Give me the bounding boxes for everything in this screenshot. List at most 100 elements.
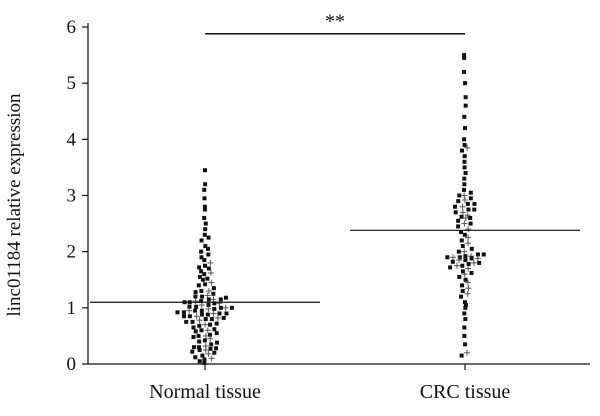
data-point bbox=[464, 290, 471, 297]
data-point bbox=[202, 215, 207, 220]
data-point bbox=[461, 196, 468, 203]
data-point bbox=[218, 305, 223, 310]
data-point bbox=[208, 332, 213, 337]
data-point bbox=[459, 353, 464, 358]
data-point bbox=[460, 269, 465, 274]
data-point bbox=[217, 311, 222, 316]
data-point bbox=[200, 277, 205, 282]
data-point bbox=[205, 287, 212, 294]
data-point bbox=[456, 224, 461, 229]
data-point bbox=[214, 346, 219, 351]
data-point bbox=[209, 342, 214, 347]
y-tick-label: 5 bbox=[67, 73, 77, 94]
data-point bbox=[462, 126, 467, 131]
data-point bbox=[463, 95, 468, 100]
data-point bbox=[199, 269, 204, 274]
data-point bbox=[205, 246, 210, 251]
data-points bbox=[175, 53, 486, 365]
data-point bbox=[205, 305, 212, 312]
data-point bbox=[445, 255, 450, 260]
data-point bbox=[462, 53, 467, 58]
data-point bbox=[206, 266, 211, 271]
data-point bbox=[461, 220, 468, 227]
data-point bbox=[205, 350, 212, 357]
data-point bbox=[462, 300, 467, 305]
data-point bbox=[202, 258, 207, 263]
data-point bbox=[462, 55, 467, 60]
data-point bbox=[223, 295, 228, 300]
data-point bbox=[206, 297, 211, 302]
axes: 0 1 2 3 4 5 6 Normal tissue CRC tissue bbox=[67, 17, 590, 403]
data-point bbox=[462, 311, 467, 316]
data-point bbox=[197, 347, 202, 352]
data-point bbox=[202, 232, 207, 237]
data-point bbox=[462, 333, 467, 338]
data-point bbox=[459, 294, 464, 299]
data-point bbox=[202, 168, 207, 173]
y-tick-label: 1 bbox=[67, 298, 77, 319]
data-point bbox=[457, 255, 462, 260]
data-point bbox=[184, 319, 189, 324]
data-point bbox=[196, 345, 201, 350]
data-point bbox=[202, 346, 209, 353]
data-point bbox=[206, 235, 211, 240]
data-point bbox=[197, 274, 202, 279]
data-point bbox=[194, 304, 199, 309]
data-point bbox=[463, 103, 468, 108]
data-point bbox=[461, 192, 468, 199]
data-point bbox=[214, 331, 219, 336]
data-point bbox=[206, 252, 211, 257]
data-point bbox=[199, 299, 204, 304]
data-point bbox=[463, 277, 468, 282]
data-point bbox=[190, 319, 195, 324]
data-point bbox=[197, 323, 202, 328]
data-point bbox=[186, 307, 193, 314]
data-point bbox=[202, 204, 207, 209]
y-tick-label: 0 bbox=[67, 354, 77, 375]
data-point bbox=[181, 314, 186, 319]
data-point bbox=[463, 342, 468, 347]
data-point bbox=[468, 196, 473, 201]
data-point bbox=[199, 255, 204, 260]
data-point bbox=[453, 204, 458, 209]
y-tick-label: 4 bbox=[67, 129, 77, 150]
data-point bbox=[193, 313, 200, 320]
data-point bbox=[459, 203, 466, 210]
data-point bbox=[207, 259, 214, 266]
data-point bbox=[187, 314, 192, 319]
data-point bbox=[208, 346, 213, 351]
data-point bbox=[202, 360, 207, 365]
data-point bbox=[200, 294, 205, 299]
data-point bbox=[198, 302, 205, 309]
data-point bbox=[463, 171, 468, 176]
data-point bbox=[465, 240, 472, 247]
data-point bbox=[192, 298, 199, 305]
data-point bbox=[214, 340, 219, 345]
data-point bbox=[202, 332, 209, 339]
data-point bbox=[193, 355, 198, 360]
data-point bbox=[463, 258, 468, 263]
data-point bbox=[463, 303, 468, 308]
data-point bbox=[191, 345, 196, 350]
data-point bbox=[462, 176, 467, 181]
data-point bbox=[465, 265, 472, 272]
data-point bbox=[474, 255, 481, 262]
data-point bbox=[466, 207, 471, 212]
data-point bbox=[456, 249, 461, 254]
data-point bbox=[199, 288, 204, 293]
data-point bbox=[212, 301, 217, 306]
data-point bbox=[464, 144, 471, 151]
mean-lines bbox=[90, 229, 580, 303]
data-point bbox=[469, 271, 474, 276]
data-point bbox=[463, 317, 468, 322]
data-point bbox=[200, 353, 205, 358]
data-point bbox=[459, 230, 464, 235]
data-point bbox=[187, 304, 192, 309]
data-point bbox=[202, 272, 207, 277]
data-point bbox=[465, 285, 472, 292]
data-point bbox=[460, 263, 465, 268]
data-point bbox=[196, 283, 201, 288]
data-point bbox=[460, 244, 465, 249]
data-point bbox=[214, 321, 219, 326]
